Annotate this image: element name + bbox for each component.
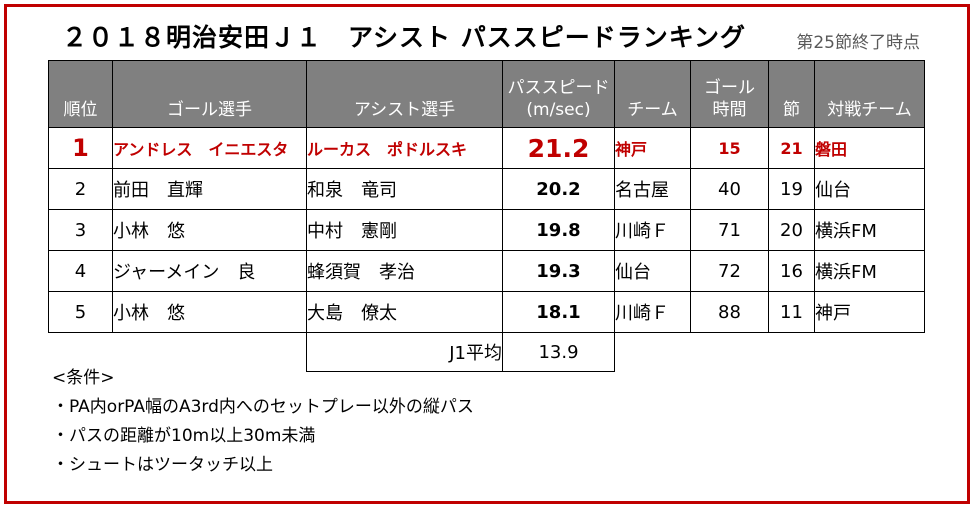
cell-opponent: 神戸 bbox=[814, 291, 925, 333]
header-scorer: ゴール選手 bbox=[112, 60, 307, 128]
cell-team: 仙台 bbox=[614, 250, 691, 292]
cell-speed: 18.1 bbox=[502, 291, 615, 333]
cell-time: 88 bbox=[690, 291, 769, 333]
cell-opponent: 横浜FM bbox=[814, 209, 925, 251]
cell-rank: 2 bbox=[48, 168, 113, 210]
cell-speed: 20.2 bbox=[502, 168, 615, 210]
cell-assister: 中村 憲剛 bbox=[306, 209, 503, 251]
cell-scorer: アンドレス イニエスタ bbox=[112, 127, 307, 169]
cell-assister: 蜂須賀 孝治 bbox=[306, 250, 503, 292]
condition-item: ・PA内orPA幅のA3rd内へのセットプレー以外の縦パス bbox=[52, 397, 474, 417]
average-label: J1平均 bbox=[306, 332, 503, 372]
cell-opponent: 横浜FM bbox=[814, 250, 925, 292]
conditions-heading: <条件> bbox=[52, 368, 115, 388]
cell-assister: ルーカス ポドルスキ bbox=[306, 127, 503, 169]
cell-assister: 大島 僚太 bbox=[306, 291, 503, 333]
cell-speed: 21.2 bbox=[502, 127, 615, 169]
header-rank: 順位 bbox=[48, 60, 113, 128]
cell-rank: 5 bbox=[48, 291, 113, 333]
table-row: 5 小林 悠 大島 僚太 18.1 川崎Ｆ 88 11 神戸 bbox=[48, 291, 925, 333]
cell-matchday: 16 bbox=[768, 250, 815, 292]
cell-matchday: 19 bbox=[768, 168, 815, 210]
cell-team: 名古屋 bbox=[614, 168, 691, 210]
as-of-label: 第25節終了時点 bbox=[796, 33, 920, 53]
cell-speed: 19.8 bbox=[502, 209, 615, 251]
cell-matchday: 11 bbox=[768, 291, 815, 333]
cell-team: 川崎Ｆ bbox=[614, 291, 691, 333]
cell-time: 72 bbox=[690, 250, 769, 292]
header-time-line2: 時間 bbox=[712, 100, 747, 120]
cell-rank: 4 bbox=[48, 250, 113, 292]
header-assister: アシスト選手 bbox=[306, 60, 503, 128]
table-row: 2 前田 直輝 和泉 竜司 20.2 名古屋 40 19 仙台 bbox=[48, 168, 925, 210]
ranking-table: 順位 ゴール選手 アシスト選手 パススピード (m/sec) チーム ゴール 時間 … bbox=[48, 60, 925, 372]
cell-scorer: 小林 悠 bbox=[112, 291, 307, 333]
header-speed-line2: (m/sec) bbox=[526, 100, 591, 120]
header-pass-speed: パススピード (m/sec) bbox=[502, 60, 615, 128]
table-row: 3 小林 悠 中村 憲剛 19.8 川崎Ｆ 71 20 横浜FM bbox=[48, 209, 925, 251]
page-title: ２０１８明治安田Ｊ１ アシスト パススピードランキング bbox=[62, 23, 746, 52]
cell-time: 71 bbox=[690, 209, 769, 251]
condition-item: ・パスの距離が10m以上30m未満 bbox=[52, 426, 316, 446]
cell-time: 15 bbox=[690, 127, 769, 169]
cell-scorer: 前田 直輝 bbox=[112, 168, 307, 210]
header-team: チーム bbox=[614, 60, 691, 128]
cell-scorer: 小林 悠 bbox=[112, 209, 307, 251]
header-goal-time: ゴール 時間 bbox=[690, 60, 769, 128]
red-frame bbox=[4, 4, 970, 504]
table-row: 1 アンドレス イニエスタ ルーカス ポドルスキ 21.2 神戸 15 21 磐… bbox=[48, 127, 925, 169]
cell-assister: 和泉 竜司 bbox=[306, 168, 503, 210]
conditions-notes: <条件> ・PA内orPA幅のA3rd内へのセットプレー以外の縦パス ・パスの距… bbox=[52, 364, 474, 480]
header-speed-line1: パススピード bbox=[507, 78, 610, 98]
header-row: 順位 ゴール選手 アシスト選手 パススピード (m/sec) チーム ゴール 時間 … bbox=[48, 60, 925, 128]
cell-matchday: 20 bbox=[768, 209, 815, 251]
cell-matchday: 21 bbox=[768, 127, 815, 169]
header-matchday: 節 bbox=[768, 60, 815, 128]
cell-rank: 3 bbox=[48, 209, 113, 251]
cell-team: 神戸 bbox=[614, 127, 691, 169]
cell-team: 川崎Ｆ bbox=[614, 209, 691, 251]
cell-opponent: 磐田 bbox=[814, 127, 925, 169]
average-value: 13.9 bbox=[502, 332, 615, 372]
header-opponent: 対戦チーム bbox=[814, 60, 925, 128]
cell-speed: 19.3 bbox=[502, 250, 615, 292]
table-row: 4 ジャーメイン 良 蜂須賀 孝治 19.3 仙台 72 16 横浜FM bbox=[48, 250, 925, 292]
average-row: J1平均 13.9 bbox=[49, 332, 925, 372]
header-time-line1: ゴール bbox=[704, 78, 755, 98]
cell-opponent: 仙台 bbox=[814, 168, 925, 210]
cell-scorer: ジャーメイン 良 bbox=[112, 250, 307, 292]
cell-time: 40 bbox=[690, 168, 769, 210]
cell-rank: 1 bbox=[48, 127, 113, 169]
condition-item: ・シュートはツータッチ以上 bbox=[52, 455, 273, 475]
